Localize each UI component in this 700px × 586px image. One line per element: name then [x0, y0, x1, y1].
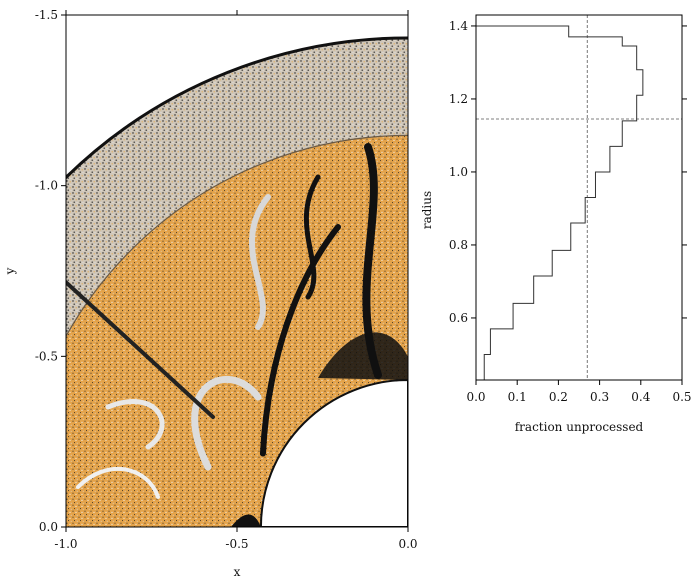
outer-shell-region — [66, 37, 408, 337]
map-x-tick-label: -1.0 — [54, 537, 77, 551]
profile-y-tick-label: 1.0 — [449, 165, 468, 179]
profile-x-label: fraction unprocessed — [515, 420, 644, 434]
outer-rim — [66, 36, 408, 180]
map-y-tick-label: -1.0 — [35, 179, 58, 193]
fraction-profile: 0.0 0.1 0.2 0.3 0.4 0.5 0.6 0.8 1.0 1.2 1.4 fract… — [420, 14, 692, 434]
map-x-label: x — [234, 565, 241, 579]
streak-2 — [191, 376, 262, 471]
map-y-tick-label: -0.5 — [35, 349, 58, 363]
map-x-axis: -1.0 -0.5 0.0 — [54, 10, 418, 551]
map-y-tick-label: -1.5 — [35, 8, 58, 22]
profile-y-tick-label: 0.8 — [449, 238, 468, 252]
profile-y-tick-label: 1.4 — [449, 19, 468, 33]
profile-frame — [475, 14, 683, 381]
inner-shell-region — [66, 135, 408, 527]
profile-x-tick-label: 0.5 — [672, 390, 691, 404]
profile-x-tick-label: 0.2 — [549, 390, 568, 404]
profile-x-axis: 0.0 0.1 0.2 0.3 0.4 0.5 — [466, 380, 692, 404]
map-x-tick-label: 0.0 — [398, 537, 417, 551]
particle-map: -1.0 -0.5 0.0 -1.5 -1.0 -0.5 0.0 x y — [3, 8, 418, 579]
inner-core — [259, 378, 408, 527]
interface-boundary — [66, 134, 408, 338]
streak-6 — [303, 174, 321, 300]
profile-x-tick-label: 0.3 — [590, 390, 609, 404]
profile-y-label: radius — [420, 191, 434, 229]
profile-y-tick-label: 1.2 — [449, 92, 468, 106]
profile-y-axis: 0.6 0.8 1.0 1.2 1.4 — [449, 19, 687, 325]
streak-5 — [249, 194, 271, 330]
mixing-streaks — [66, 143, 408, 499]
map-y-tick-label: 0.0 — [39, 520, 58, 534]
streak-7 — [76, 467, 160, 499]
profile-x-tick-label: 0.1 — [508, 390, 527, 404]
dense-core-base — [230, 514, 261, 527]
fraction-step-series — [476, 15, 644, 380]
streak-0 — [259, 224, 341, 457]
map-y-axis: -1.5 -1.0 -0.5 0.0 — [35, 8, 66, 534]
streak-4 — [105, 399, 165, 450]
profile-y-tick-label: 0.6 — [449, 311, 468, 325]
streak-3 — [66, 279, 215, 419]
map-y-label: y — [3, 267, 17, 275]
map-x-tick-label: -0.5 — [225, 537, 248, 551]
profile-x-tick-label: 0.0 — [466, 390, 485, 404]
profile-x-tick-label: 0.4 — [631, 390, 650, 404]
dense-plume — [318, 332, 408, 380]
